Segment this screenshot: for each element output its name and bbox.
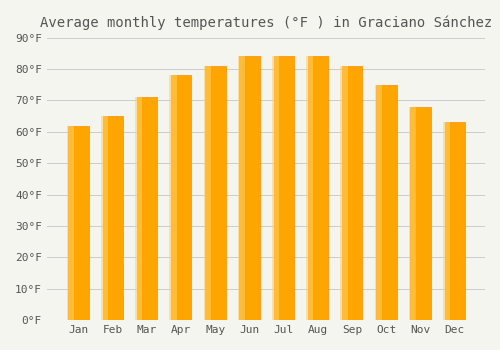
Bar [443, 122, 450, 320]
Bar [308, 56, 328, 320]
Bar [135, 97, 142, 320]
Bar [171, 75, 192, 320]
Title: Average monthly temperatures (°F ) in Graciano Sánchez: Average monthly temperatures (°F ) in Gr… [40, 15, 492, 29]
Bar [274, 56, 294, 320]
Bar [444, 122, 465, 320]
Bar [340, 66, 347, 320]
Bar [67, 126, 74, 320]
Bar [374, 85, 382, 320]
Bar [102, 116, 123, 320]
Bar [240, 56, 260, 320]
Bar [306, 56, 314, 320]
Bar [272, 56, 279, 320]
Bar [170, 75, 176, 320]
Bar [136, 97, 157, 320]
Bar [376, 85, 396, 320]
Bar [205, 66, 226, 320]
Bar [409, 107, 416, 320]
Bar [68, 126, 89, 320]
Bar [238, 56, 245, 320]
Bar [342, 66, 362, 320]
Bar [101, 116, 108, 320]
Bar [410, 107, 431, 320]
Bar [204, 66, 211, 320]
